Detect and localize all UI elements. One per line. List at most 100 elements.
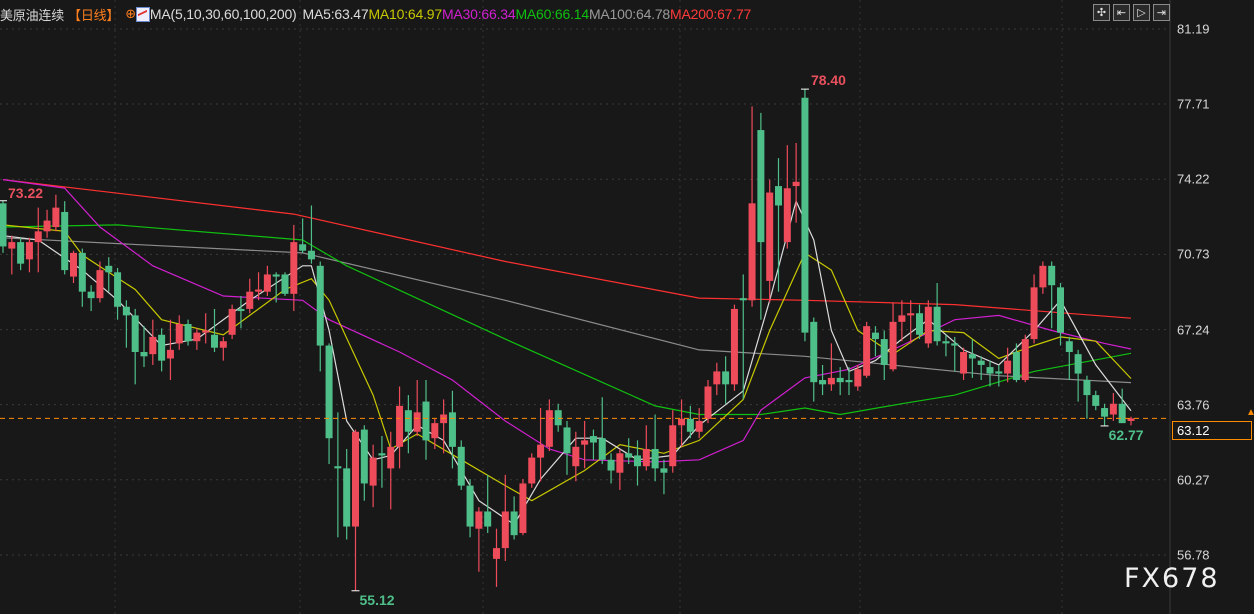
crosshair-icon[interactable]: ✣ <box>1093 4 1110 21</box>
candle-body <box>325 345 333 439</box>
candle <box>642 425 650 471</box>
candle <box>352 429 359 591</box>
candle <box>61 201 69 275</box>
last-price-label: 63.12 <box>1172 421 1252 440</box>
candle-body <box>17 242 25 264</box>
candle-body <box>131 315 139 353</box>
candle-body <box>951 343 959 346</box>
candle-body <box>202 330 210 333</box>
candle <box>96 261 104 303</box>
y-tick: 60.27 <box>1177 472 1210 488</box>
candle <box>1127 416 1135 426</box>
candle <box>880 330 888 381</box>
last-price-arrow-icon: ▲ <box>1246 407 1254 418</box>
candle-body <box>211 334 218 348</box>
candle-body <box>466 485 474 527</box>
candle <box>607 453 615 484</box>
candle <box>889 302 897 372</box>
candle-body <box>475 511 483 529</box>
candle-body <box>819 380 827 385</box>
candle-body <box>149 336 157 355</box>
candle-body <box>246 291 254 309</box>
candle-body <box>695 420 703 432</box>
ma-chart-icon[interactable] <box>135 6 150 22</box>
candle <box>281 272 289 296</box>
candle-body <box>669 425 677 467</box>
candle <box>871 326 879 357</box>
candle-body <box>739 298 747 301</box>
candle-body <box>1109 403 1117 415</box>
chart-legend: 美原油连续 【日线】 ⊕ MA(5,10,30,60,100,200) MA5:… <box>0 5 751 24</box>
candle <box>722 356 730 404</box>
ma-params[interactable]: MA(5,10,30,60,100,200) <box>149 6 297 22</box>
candle <box>25 237 33 273</box>
candle <box>951 336 959 372</box>
candle-body <box>1127 418 1135 421</box>
candle <box>299 218 307 253</box>
candle <box>369 444 377 508</box>
candle-body <box>766 192 774 281</box>
candle-body <box>827 377 835 385</box>
candle <box>625 438 633 465</box>
zoom-range-icon[interactable]: ⇤ <box>1113 4 1130 21</box>
candle-body <box>977 360 985 365</box>
candles <box>0 88 1135 592</box>
exit-icon[interactable]: ⇥ <box>1153 4 1170 21</box>
candle-body <box>589 436 597 443</box>
candle-body <box>660 468 668 473</box>
candle <box>307 205 315 264</box>
candle <box>475 507 483 572</box>
candle-body <box>448 412 456 447</box>
candle-body <box>836 377 844 383</box>
candle-body <box>263 274 271 292</box>
candle <box>1101 403 1109 426</box>
circle-plus-icon[interactable]: ⊕ <box>125 6 136 21</box>
candle <box>70 250 77 284</box>
candle <box>704 380 712 424</box>
candle-body <box>457 446 465 486</box>
play-icon[interactable]: ▷ <box>1133 4 1150 21</box>
annotation-high: 78.40 <box>810 72 846 89</box>
candle-body <box>730 308 738 385</box>
candle-body <box>96 270 104 299</box>
candle-body <box>1057 287 1064 333</box>
candle-body <box>378 453 386 456</box>
candle-body <box>281 274 289 294</box>
candle-body <box>880 339 888 365</box>
candle <box>792 142 800 223</box>
candle-body <box>299 244 307 251</box>
candle-body <box>396 405 404 447</box>
candle-body <box>122 306 130 316</box>
candle <box>960 347 968 381</box>
y-tick: 63.76 <box>1177 397 1210 413</box>
candle <box>907 300 915 344</box>
candle <box>166 319 174 381</box>
candle-body <box>510 511 518 536</box>
candle-body <box>166 349 174 359</box>
candle <box>272 272 280 303</box>
candle <box>219 336 227 361</box>
candle-body <box>933 306 941 342</box>
candle <box>1004 347 1012 383</box>
candle <box>17 237 25 271</box>
candle <box>1074 349 1082 402</box>
annotation-low: 55.12 <box>359 591 395 608</box>
candle <box>1057 283 1064 346</box>
candle <box>131 308 139 385</box>
candle-body <box>360 429 368 484</box>
candle-body <box>960 352 968 374</box>
candle-body <box>968 354 976 359</box>
candle-body <box>616 453 624 473</box>
candle-body <box>255 289 263 292</box>
period-selector[interactable]: 【日线】 <box>68 8 120 24</box>
candle-body <box>25 242 33 260</box>
candle <box>1030 274 1038 344</box>
candle <box>933 283 941 346</box>
ma60-value: MA60:66.14 <box>515 6 589 22</box>
candle <box>977 356 985 381</box>
ma30-value: MA30:66.34 <box>441 6 516 22</box>
candle-body <box>1048 265 1056 286</box>
candle <box>334 412 342 538</box>
candle-body <box>78 252 86 292</box>
